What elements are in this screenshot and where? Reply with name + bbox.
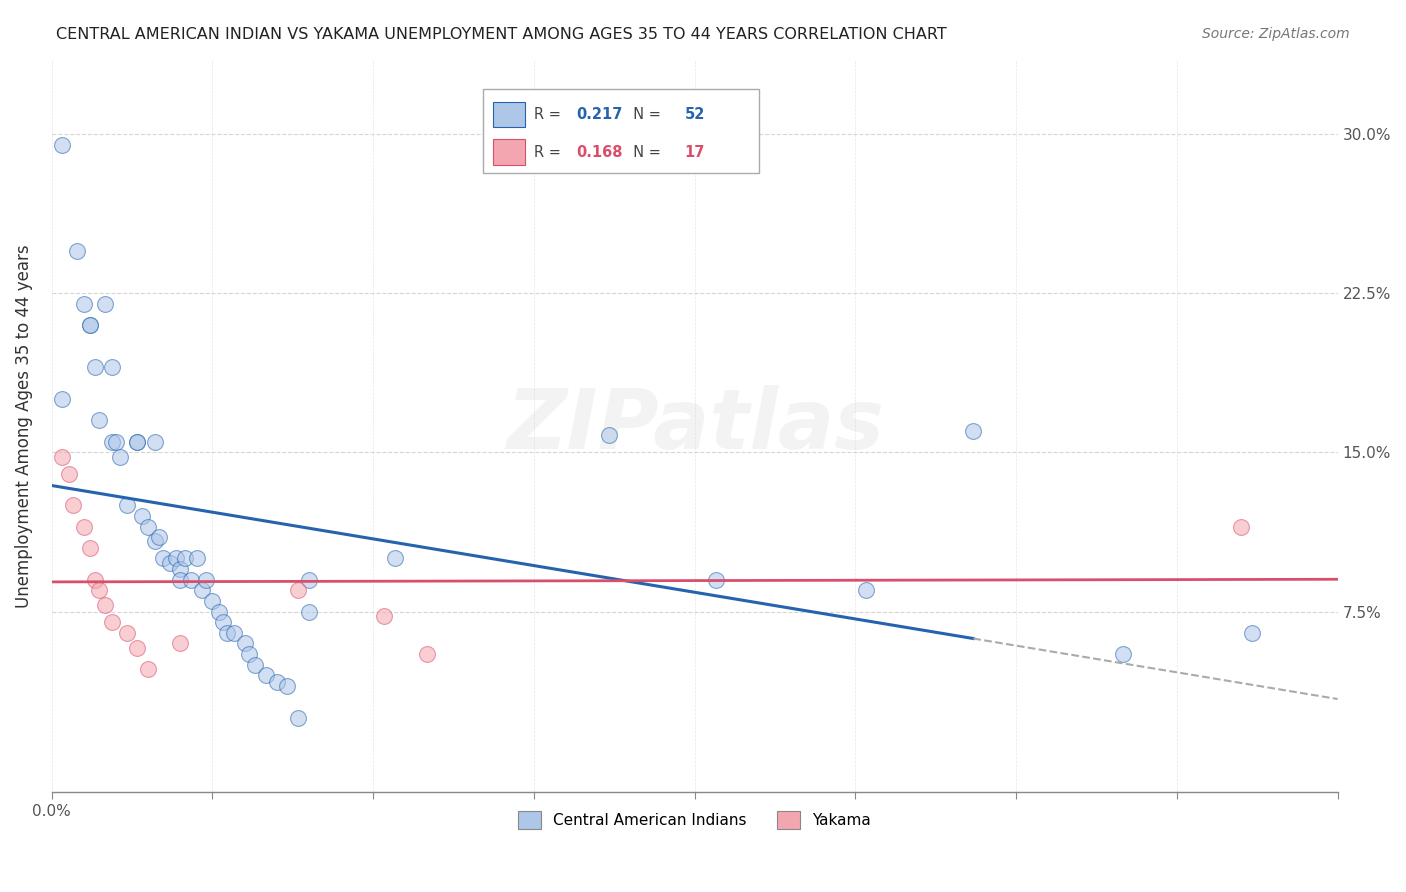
Point (416, 647, 439, 661)
Point (169, 636, 191, 650)
Point (1230, 519, 1253, 533)
Point (152, 551, 174, 566)
Point (287, 583, 309, 598)
Point (115, 625, 138, 640)
Text: Source: ZipAtlas.com: Source: ZipAtlas.com (1202, 27, 1350, 41)
Point (266, 674, 288, 689)
Point (704, 573, 727, 587)
FancyBboxPatch shape (494, 102, 524, 127)
Point (100, 615, 122, 629)
FancyBboxPatch shape (482, 89, 759, 173)
Point (51, 450, 73, 464)
Point (159, 556, 181, 570)
Point (180, 573, 202, 587)
Point (254, 668, 277, 682)
Point (201, 594, 224, 608)
Point (186, 551, 208, 566)
Point (245, 657, 267, 672)
Point (298, 573, 321, 587)
Text: 17: 17 (685, 145, 704, 160)
Point (66, 244, 89, 258)
Point (105, 434, 128, 449)
Point (94, 296, 117, 310)
Point (191, 583, 214, 598)
Point (127, 434, 149, 449)
Text: 52: 52 (685, 107, 704, 121)
Text: ZIPatlas: ZIPatlas (506, 385, 883, 467)
Point (212, 615, 235, 629)
Point (51, 137, 73, 152)
Point (136, 519, 159, 533)
Text: R =: R = (534, 145, 565, 160)
Point (173, 551, 195, 566)
Point (83, 573, 105, 587)
Point (598, 428, 620, 442)
Text: N =: N = (624, 107, 665, 121)
Point (79, 541, 101, 555)
Point (298, 605, 321, 619)
Point (143, 434, 166, 449)
Point (855, 583, 877, 598)
Point (238, 647, 260, 661)
Point (208, 605, 231, 619)
Point (83, 360, 105, 375)
Point (143, 534, 166, 549)
Point (87, 413, 110, 427)
Point (222, 625, 245, 640)
Point (94, 598, 117, 612)
Point (100, 360, 122, 375)
Point (136, 662, 159, 676)
Point (165, 551, 187, 566)
Point (169, 573, 191, 587)
Point (110, 450, 132, 464)
Text: CENTRAL AMERICAN INDIAN VS YAKAMA UNEMPLOYMENT AMONG AGES 35 TO 44 YEARS CORRELA: CENTRAL AMERICAN INDIAN VS YAKAMA UNEMPL… (56, 27, 948, 42)
Point (115, 499, 138, 513)
Point (58, 467, 80, 481)
Legend: Central American Indians, Yakama: Central American Indians, Yakama (512, 805, 877, 836)
Point (373, 608, 395, 623)
Point (962, 424, 984, 438)
Point (1240, 625, 1263, 640)
Y-axis label: Unemployment Among Ages 35 to 44 years: Unemployment Among Ages 35 to 44 years (15, 244, 32, 607)
Point (1112, 647, 1135, 661)
Point (169, 562, 191, 576)
Point (100, 434, 122, 449)
Point (195, 573, 218, 587)
Point (148, 530, 170, 544)
FancyBboxPatch shape (494, 139, 524, 165)
Point (131, 508, 153, 523)
Point (233, 636, 256, 650)
Text: 0.217: 0.217 (576, 107, 623, 121)
Text: R =: R = (534, 107, 565, 121)
Point (79, 318, 101, 332)
Point (127, 434, 149, 449)
Text: 0.168: 0.168 (576, 145, 623, 160)
Point (217, 625, 239, 640)
Point (287, 711, 309, 725)
Point (79, 318, 101, 332)
Text: N =: N = (624, 145, 665, 160)
Point (127, 640, 149, 655)
Point (276, 679, 298, 693)
Point (87, 583, 110, 598)
Point (73, 296, 96, 310)
Point (384, 551, 406, 566)
Point (51, 392, 73, 407)
Point (62, 499, 84, 513)
Point (73, 519, 96, 533)
